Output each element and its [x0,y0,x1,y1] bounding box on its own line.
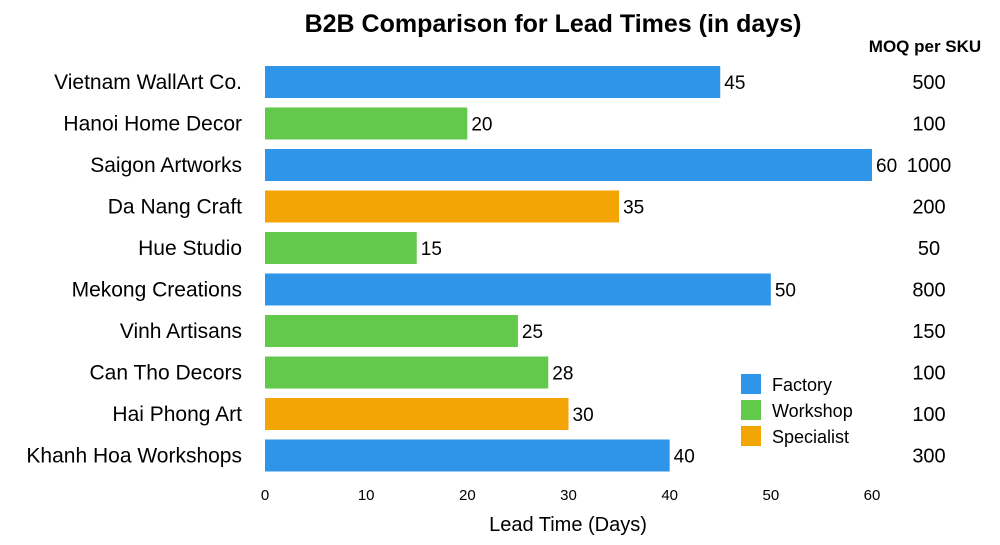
x-tick-label: 10 [358,487,375,504]
value-label: 40 [674,447,695,468]
bar [265,66,721,98]
bars-layer: Vietnam WallArt Co. 45 500 Hanoi Home Decor… [26,66,951,472]
category-label: Khanh Hoa Workshops [26,445,242,468]
bar [265,398,569,430]
legend-label: Specialist [772,427,849,447]
category-label: Saigon Artworks [90,154,242,177]
legend-swatch [741,374,761,394]
x-tick-label: 40 [661,487,678,504]
x-axis: 0 10 20 30 40 50 60 [261,487,881,504]
moq-value: 1000 [907,155,952,177]
category-label: Vinh Artisans [120,320,242,343]
moq-value: 300 [912,446,945,468]
x-tick-label: 0 [261,487,269,504]
moq-value: 100 [912,404,945,426]
bar [265,107,468,140]
bar [265,190,620,223]
legend-label: Factory [772,375,832,395]
category-label: Can Tho Decors [89,362,242,385]
value-label: 45 [724,73,745,94]
category-label: Hanoi Home Decor [63,113,242,136]
value-label: 15 [421,239,442,260]
category-label: Hue Studio [138,237,242,260]
category-label: Hai Phong Art [112,403,242,426]
x-tick-label: 60 [864,487,881,504]
chart-title: B2B Comparison for Lead Times (in days) [305,10,802,38]
bar [265,232,417,264]
legend-swatch [741,400,761,420]
x-tick-label: 20 [459,487,476,504]
bar [265,439,670,472]
value-label: 20 [471,115,492,136]
category-label: Vietnam WallArt Co. [54,71,242,94]
value-label: 35 [623,198,644,219]
bar [265,356,549,389]
bar [265,273,771,306]
x-tick-label: 50 [762,487,779,504]
moq-value: 200 [912,197,945,219]
legend-label: Workshop [772,401,853,421]
bar [265,315,518,347]
value-label: 25 [522,322,543,343]
value-label: 60 [876,156,897,177]
moq-value: 800 [912,280,945,302]
legend-swatch [741,426,761,446]
x-axis-title: Lead Time (Days) [489,514,647,536]
value-label: 30 [573,405,594,426]
moq-value: 50 [918,238,940,260]
moq-value: 100 [912,114,945,136]
moq-value: 500 [912,72,945,94]
value-label: 28 [552,364,573,385]
category-label: Mekong Creations [72,279,242,302]
moq-column-header: MOQ per SKU [869,37,981,56]
moq-value: 100 [912,363,945,385]
moq-value: 150 [912,321,945,343]
x-tick-label: 30 [560,487,577,504]
value-label: 50 [775,281,796,302]
bar [265,149,872,181]
legend: Factory Workshop Specialist [741,374,853,447]
category-label: Da Nang Craft [108,196,242,219]
